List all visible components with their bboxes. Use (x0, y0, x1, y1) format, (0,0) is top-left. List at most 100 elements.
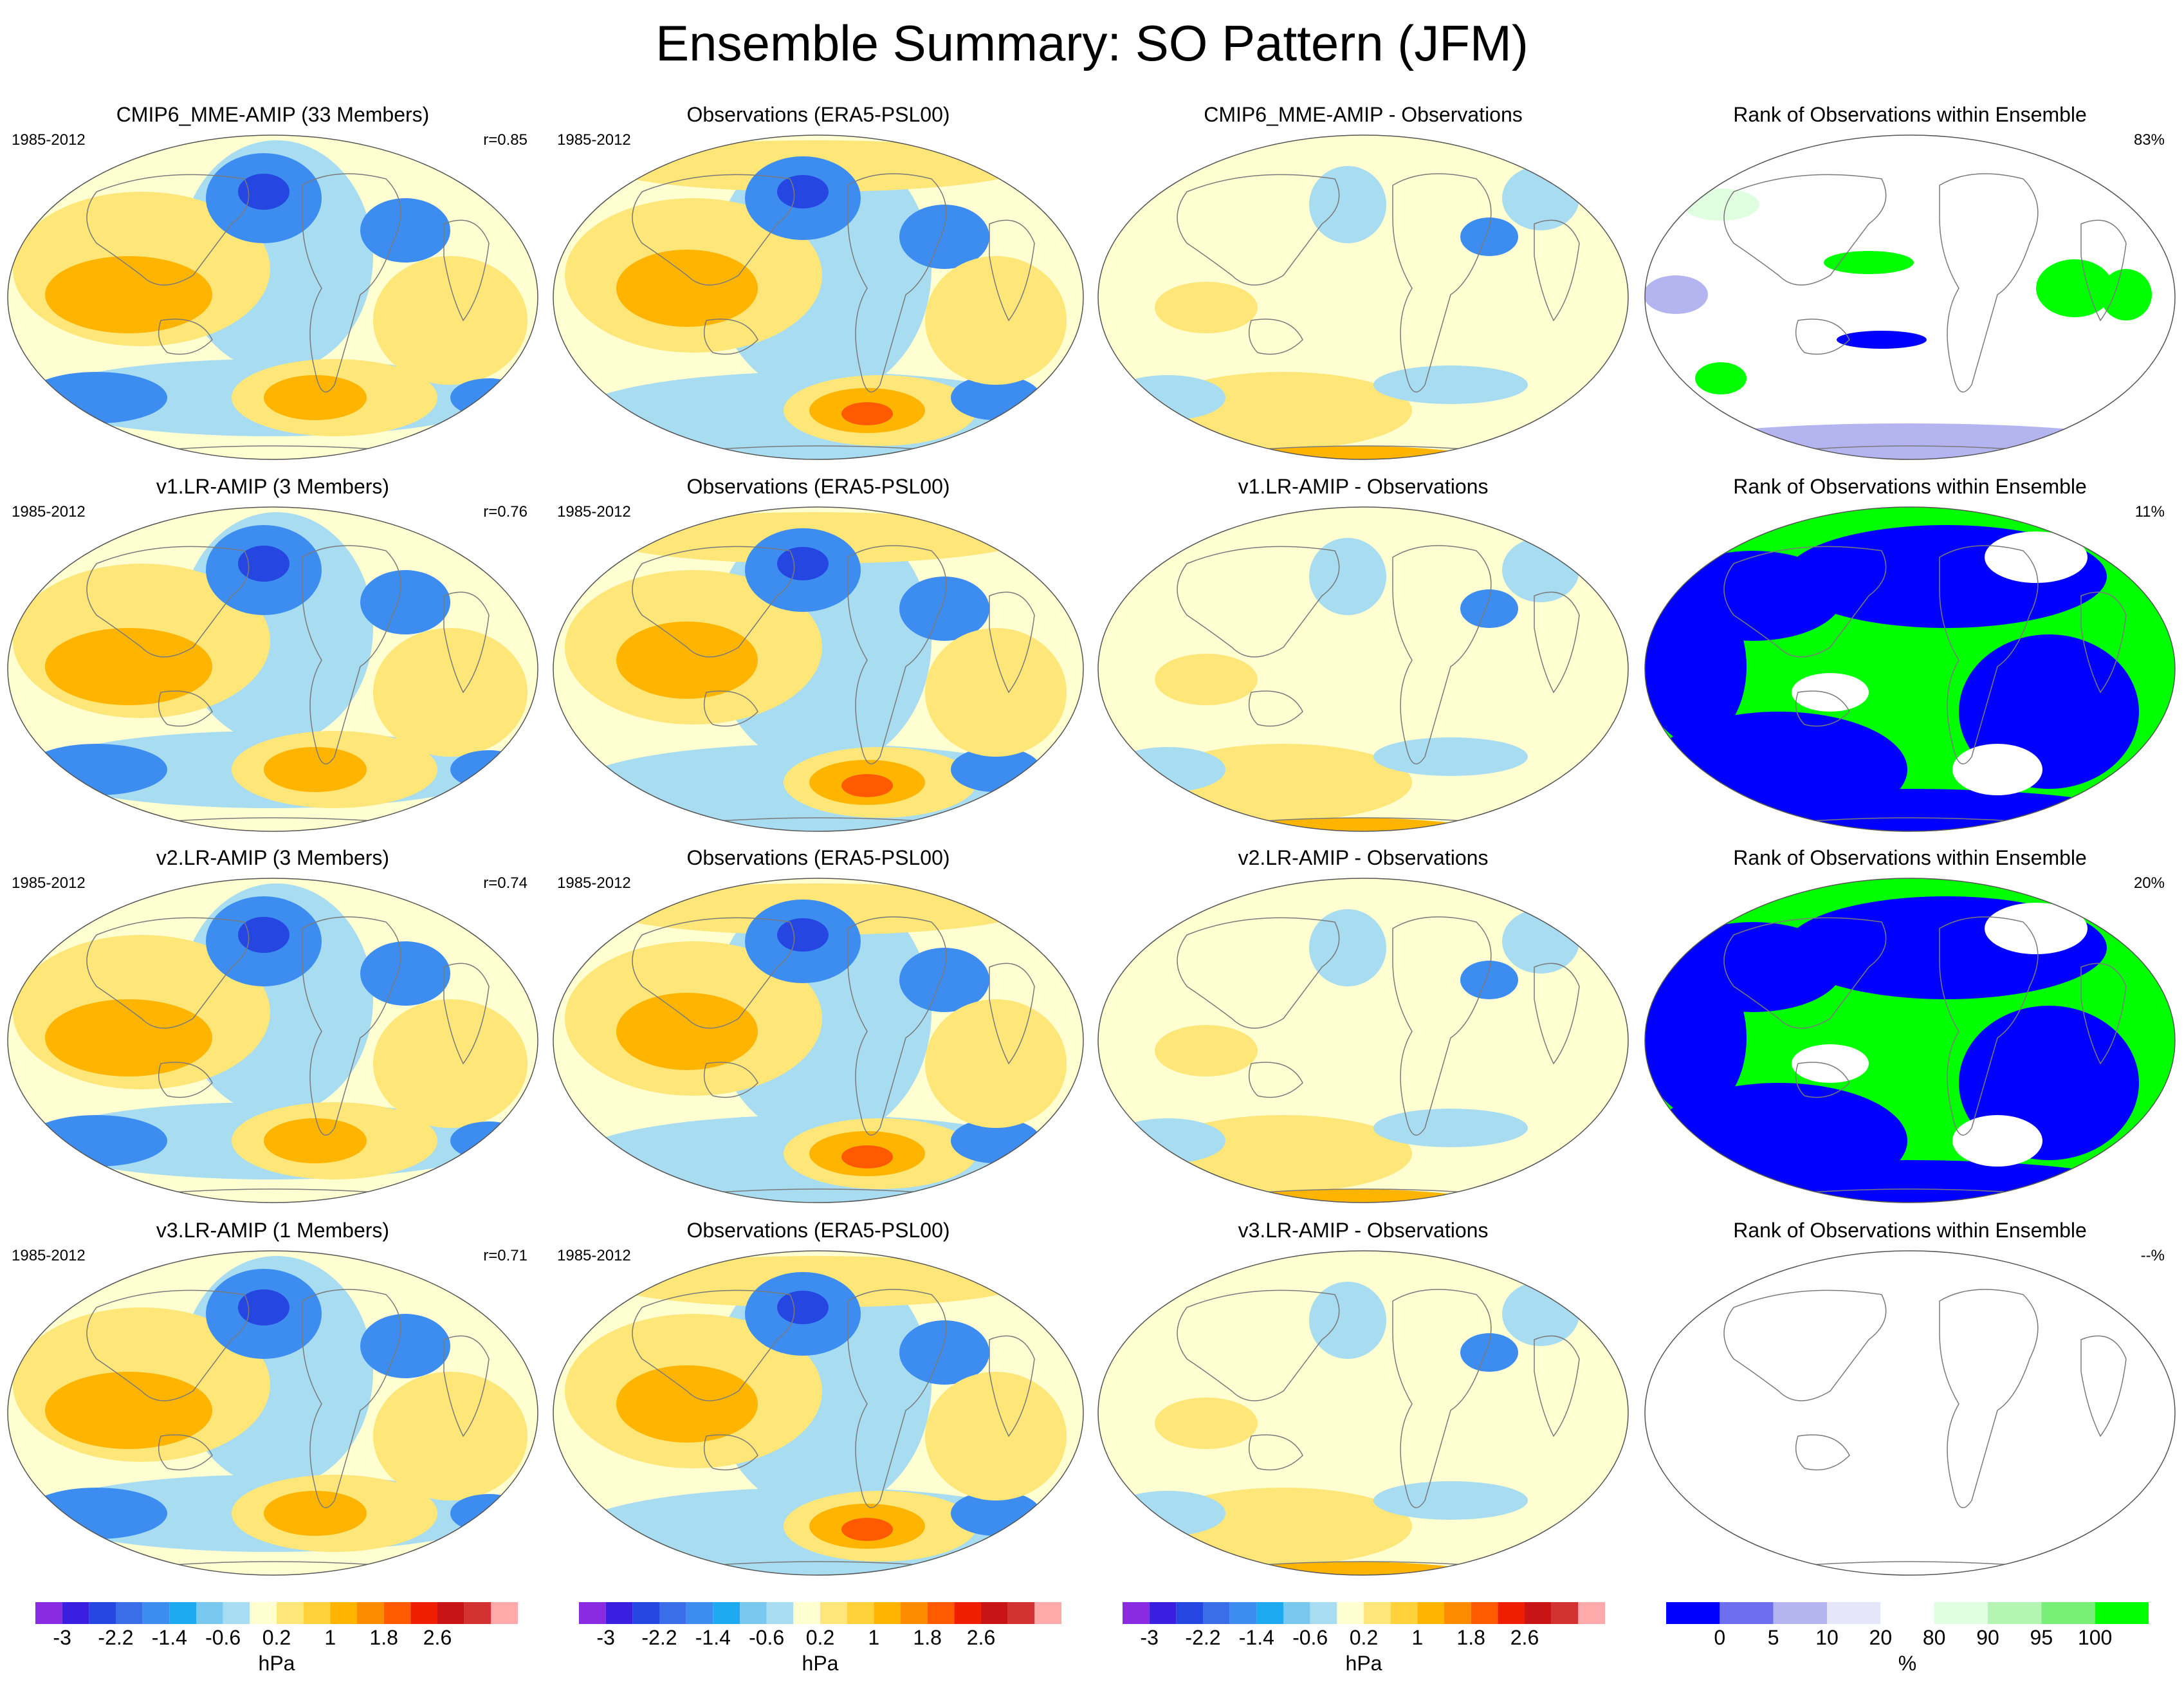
contour-region (1155, 282, 1258, 333)
map-panel-obs: Observations (ERA5-PSL00) 1985-2012 (546, 845, 1091, 1210)
colorbar-swatch (1337, 1602, 1364, 1624)
rank-percent-label: 11% (2134, 503, 2165, 521)
panel-title: v1.LR-AMIP (3 Members) (156, 475, 390, 498)
colorbar-swatch (1720, 1602, 1774, 1624)
coastline (703, 690, 758, 727)
coastline (443, 963, 490, 1065)
colorbar-swatch (820, 1602, 847, 1624)
coastline (1939, 545, 2039, 764)
contour-region (1110, 1118, 1225, 1163)
colorbar-unit: % (1898, 1652, 1917, 1675)
map-panel-rank: Rank of Observations within Ensemble --% (1637, 1217, 2183, 1583)
coastline (2080, 963, 2127, 1065)
colorbar-swatch (1471, 1602, 1498, 1624)
colorbar-swatch (1578, 1602, 1605, 1624)
contour-region (360, 570, 450, 634)
contour-region (26, 744, 167, 795)
map-border (553, 1250, 1084, 1576)
coastline (703, 318, 758, 355)
map-border (1644, 134, 2176, 460)
colorbar-unit: hPa (258, 1652, 295, 1675)
contour-region (45, 256, 212, 333)
colorbar-hpa: -3 -2.2 -1.4 -0.6 0.2 1 1.8 2.6 hPa (35, 1600, 524, 1677)
world-map (1644, 506, 2176, 832)
coastline (158, 318, 213, 355)
contour-region (373, 999, 528, 1128)
map-border (1097, 134, 1629, 460)
coastline (158, 690, 213, 727)
colorbar-swatch (901, 1602, 928, 1624)
coastline (1392, 1289, 1492, 1508)
contour-region (1460, 1333, 1518, 1372)
contour-region (841, 402, 893, 425)
coastline (1534, 219, 1580, 322)
coastline (443, 591, 490, 694)
panel-title: v3.LR-AMIP (1 Members) (156, 1219, 390, 1242)
map-panel-diff: v1.LR-AMIP - Observations (1090, 474, 1636, 839)
contour-region (899, 1320, 989, 1385)
colorbar-tick: 1.8 (369, 1626, 398, 1649)
contour-region (1309, 166, 1386, 243)
coastline (847, 173, 947, 392)
contour-region (777, 175, 829, 208)
coastline (302, 916, 401, 1136)
coastline (86, 1289, 250, 1401)
contour-region (925, 1372, 1067, 1500)
period-label: 1985-2012 (557, 503, 631, 521)
contour-region (616, 622, 758, 699)
contour-region (1110, 747, 1225, 792)
contour-region (264, 1118, 367, 1163)
rank-field-low (1663, 1160, 2152, 1203)
rank-field-mid (1985, 903, 2088, 954)
colorbar-swatch (1934, 1602, 1988, 1624)
panel-title: CMIP6_MME-AMIP - Observations (1204, 103, 1523, 126)
contour-region (360, 198, 450, 263)
contour-region (925, 999, 1067, 1128)
colorbar-tick: -2.2 (98, 1626, 134, 1649)
map-panel-diff: v2.LR-AMIP - Observations (1090, 845, 1636, 1210)
colorbar-swatch (686, 1602, 713, 1624)
colorbar-tick: -3 (596, 1626, 615, 1649)
coastline (443, 1335, 490, 1437)
colorbar-swatch (793, 1602, 820, 1624)
world-map (553, 1250, 1084, 1576)
period-label: 1985-2012 (557, 874, 631, 892)
world-map (1097, 506, 1629, 832)
contour-region (1460, 217, 1518, 256)
contour-region (373, 256, 528, 385)
contour-region (1155, 1025, 1258, 1076)
map-border (7, 134, 538, 460)
coastline (989, 591, 1035, 694)
map-panel-rank: Rank of Observations within Ensemble 20% (1637, 845, 2183, 1210)
panel-title: Rank of Observations within Ensemble (1733, 846, 2087, 869)
world-map (1097, 1250, 1629, 1576)
colorbar-swatch (632, 1602, 659, 1624)
contour-region (841, 774, 893, 797)
colorbar-tick: -1.4 (695, 1626, 731, 1649)
colorbar-swatch (303, 1602, 331, 1624)
contour-region (26, 372, 167, 423)
colorbar-tick: 2.6 (1510, 1626, 1539, 1649)
rank-field-low (1645, 589, 1747, 744)
coastline (443, 219, 490, 322)
colorbar-percent: 0 5 10 20 80 90 95 100% (1666, 1600, 2155, 1677)
map-border (553, 878, 1084, 1203)
rank-field (2100, 269, 2152, 320)
world-map (7, 506, 538, 832)
world-map (7, 1250, 538, 1576)
colorbar-swatch (847, 1602, 874, 1624)
map-panel-rank: Rank of Observations within Ensemble 83% (1637, 102, 2183, 467)
colorbar-unit: hPa (1345, 1652, 1382, 1675)
contour-region (26, 1488, 167, 1539)
colorbar-swatch (142, 1602, 170, 1624)
map-border (1644, 506, 2176, 832)
panel-title: Rank of Observations within Ensemble (1733, 475, 2087, 498)
colorbar-swatch (1123, 1602, 1150, 1624)
coastline (2080, 1335, 2127, 1437)
coastline (1392, 545, 1492, 764)
coastline (1177, 1289, 1340, 1401)
period-label: 1985-2012 (12, 131, 86, 149)
contour-region (899, 205, 989, 269)
correlation-label: r=0.71 (483, 1247, 528, 1264)
panel-title: Observations (ERA5-PSL00) (686, 103, 950, 126)
